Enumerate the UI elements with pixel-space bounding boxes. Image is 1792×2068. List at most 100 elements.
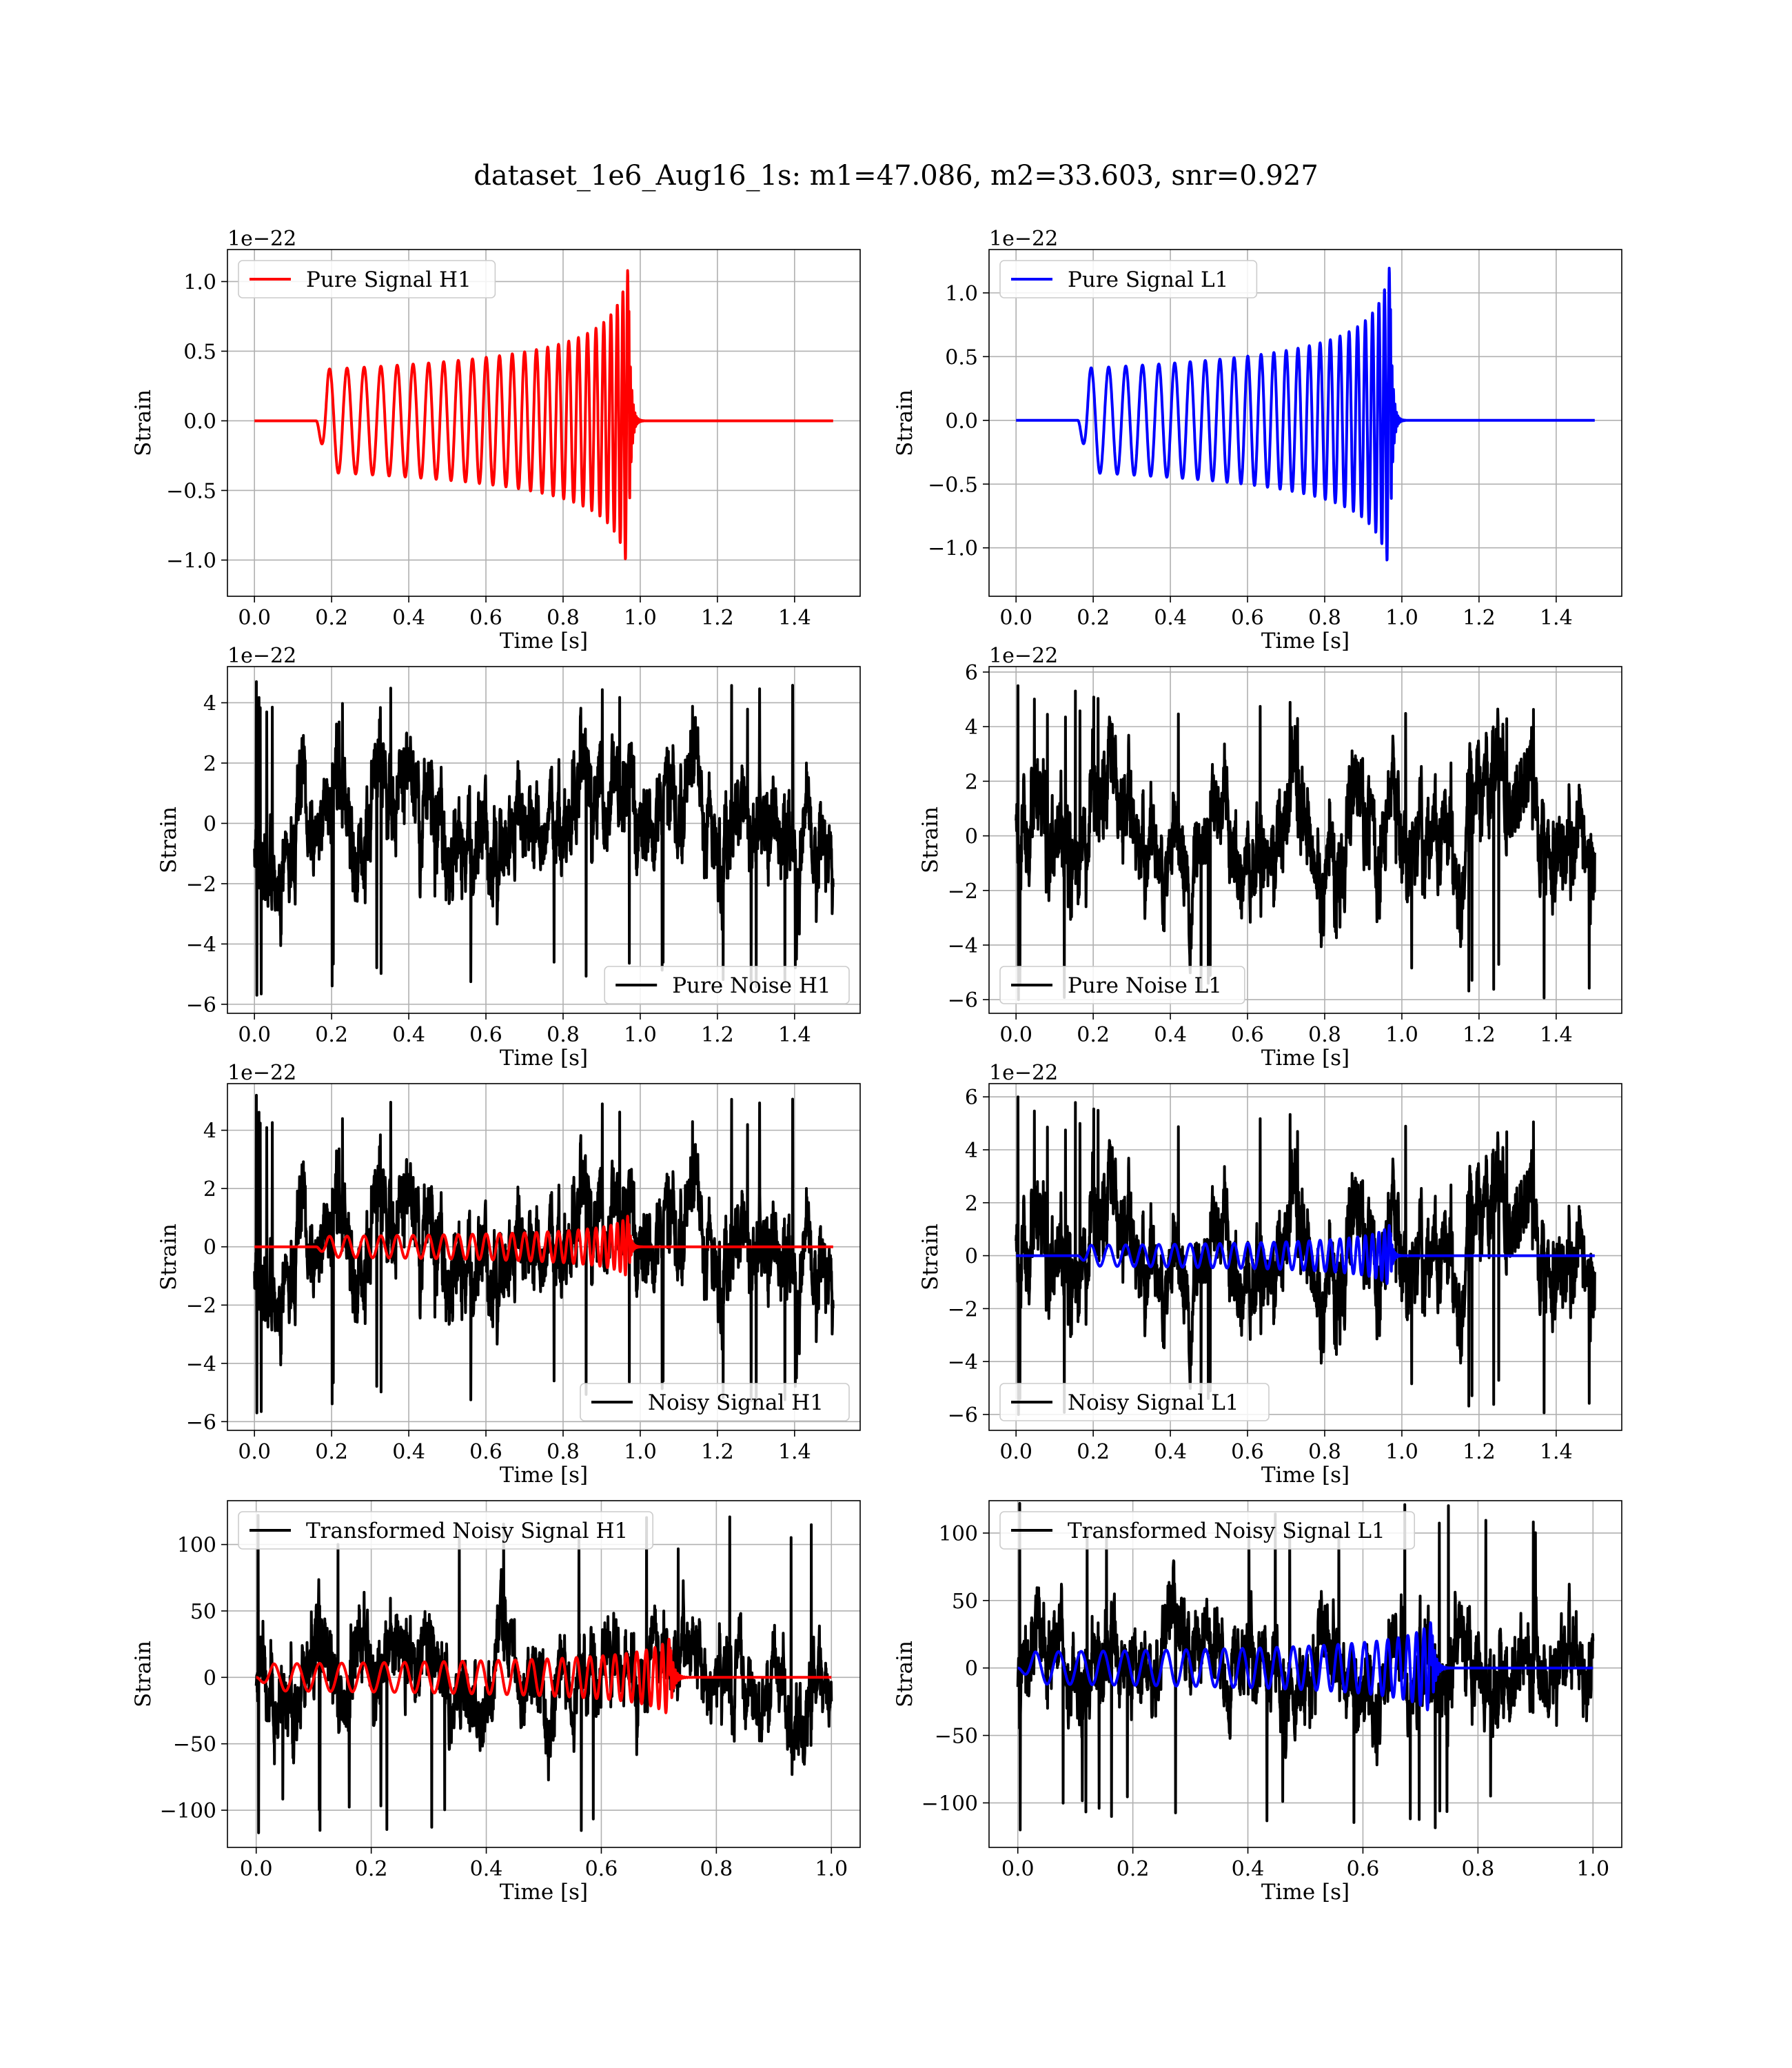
y-tick-label: 2 <box>203 1177 216 1202</box>
x-tick-label: 0.2 <box>315 1440 348 1464</box>
y-tick-label: −6 <box>186 1410 216 1435</box>
legend: Pure Signal H1 <box>238 260 496 298</box>
series-line-overlay-signal <box>1017 1621 1594 1712</box>
legend-box <box>604 966 850 1004</box>
grid <box>989 250 1622 596</box>
x-tick-label: 0.2 <box>1077 606 1110 630</box>
x-tick-label: 1.0 <box>624 1440 657 1464</box>
legend: Noisy Signal H1 <box>580 1383 850 1421</box>
legend-box <box>999 1511 1416 1550</box>
y-tick-label: −0.5 <box>928 473 978 497</box>
x-tick-label: 1.0 <box>624 1023 657 1047</box>
x-axis-label: Time [s] <box>500 1463 588 1488</box>
x-tick-label: 0.8 <box>700 1857 733 1881</box>
series-group <box>253 269 835 560</box>
y-tick-label: −50 <box>173 1733 216 1757</box>
y-tick-label: 100 <box>177 1534 216 1558</box>
series-group <box>253 1093 835 1415</box>
y-tick-label: 4 <box>965 1139 978 1163</box>
series-line-pure-signal-l1 <box>1015 267 1596 562</box>
series-line-transformed-noisy-signal-h1 <box>254 1514 833 1834</box>
series-group <box>1015 1095 1596 1416</box>
x-axis-label: Time [s] <box>500 1046 588 1071</box>
x-tick-label: 0.6 <box>1347 1857 1380 1881</box>
y-axis-label: Strain <box>918 1224 943 1290</box>
series-line-transformed-noisy-signal-l1 <box>1016 1501 1595 1832</box>
y-tick-label: 1.0 <box>945 282 978 306</box>
y-tick-label: 0 <box>965 825 978 849</box>
axes-frame <box>227 1500 861 1848</box>
series-line-pure-noise-h1 <box>253 680 835 997</box>
y-tick-label: −2 <box>948 1297 978 1321</box>
x-tick-label: 1.4 <box>1540 1023 1573 1047</box>
x-tick-label: 0.2 <box>315 606 348 630</box>
legend-label: Pure Noise H1 <box>672 973 831 998</box>
y-tick-label: −4 <box>948 934 978 958</box>
y-axis-label: Strain <box>131 1641 156 1707</box>
axes-frame <box>988 1500 1622 1848</box>
x-tick-label: 0.2 <box>355 1857 388 1881</box>
x-tick-label: 1.4 <box>778 1023 811 1047</box>
y-tick-label: −0.5 <box>166 479 216 503</box>
y-offset-text: 1e−22 <box>989 1061 1058 1085</box>
x-tick-label: 1.0 <box>1385 1440 1418 1464</box>
x-tick-label: 0.8 <box>547 1023 580 1047</box>
y-tick-label: 0.0 <box>945 409 978 434</box>
figure-title: dataset_1e6_Aug16_1s: m1=47.086, m2=33.6… <box>474 160 1318 192</box>
subplot-pure-noise-h1: 0.0 0.2 0.4 0.6 0.8 1.0 1.2 1.4 −6 −4 −2 0 2 4 Time [s… <box>156 644 861 1071</box>
y-tick-label: 0.5 <box>183 340 216 364</box>
x-tick-label: 1.2 <box>701 1023 734 1047</box>
y-tick-label: 50 <box>190 1600 216 1624</box>
x-tick-label: 0.2 <box>1117 1857 1150 1881</box>
y-offset-text: 1e−22 <box>227 227 296 251</box>
x-tick-label: 1.0 <box>624 606 657 630</box>
x-tick-label: 1.4 <box>1540 1440 1573 1464</box>
y-tick-label: 4 <box>203 691 216 716</box>
y-tick-label: 6 <box>965 661 978 685</box>
x-tick-label: 0.4 <box>392 1023 425 1047</box>
y-axis-label: Strain <box>156 807 181 873</box>
y-tick-label: −4 <box>186 1352 216 1377</box>
series-line-pure-noise-l1 <box>1015 684 1596 1002</box>
x-tick-label: 1.2 <box>1463 606 1496 630</box>
legend-label: Transformed Noisy Signal H1 <box>306 1519 628 1543</box>
legend: Pure Noise H1 <box>604 966 850 1004</box>
legend-label: Noisy Signal H1 <box>648 1390 824 1415</box>
y-tick-label: 4 <box>203 1119 216 1144</box>
series-line-overlay-signal <box>1015 1224 1596 1285</box>
y-tick-label: 0.5 <box>945 345 978 369</box>
x-tick-label: 0.0 <box>240 1857 273 1881</box>
series-group <box>1015 684 1596 1002</box>
x-tick-label: 0.2 <box>1077 1440 1110 1464</box>
legend: Transformed Noisy Signal H1 <box>238 1511 654 1550</box>
x-tick-label: 0.6 <box>1231 606 1264 630</box>
legend-label: Pure Noise L1 <box>1068 973 1222 998</box>
y-offset-text: 1e−22 <box>227 1061 296 1085</box>
y-tick-label: −2 <box>948 880 978 904</box>
y-axis-label: Strain <box>893 389 917 456</box>
series-group <box>1016 1501 1595 1832</box>
y-offset-text: 1e−22 <box>989 227 1058 251</box>
x-tick-label: 0.6 <box>469 1440 502 1464</box>
y-tick-label: 100 <box>939 1522 978 1546</box>
x-axis-label: Time [s] <box>1261 1046 1350 1071</box>
legend-box <box>238 260 496 298</box>
x-axis-label: Time [s] <box>1261 1880 1350 1905</box>
x-tick-label: 0.0 <box>1001 1857 1035 1881</box>
x-tick-label: 0.2 <box>1077 1023 1110 1047</box>
axes-frame <box>227 1083 861 1431</box>
x-tick-label: 1.2 <box>701 1440 734 1464</box>
y-tick-label: −2 <box>186 1294 216 1318</box>
x-axis-label: Time [s] <box>1261 1463 1350 1488</box>
subplot-noisy-signal-h1: 0.0 0.2 0.4 0.6 0.8 1.0 1.2 1.4 −6 −4 −2 0 2 4 Time [s… <box>156 1061 861 1488</box>
x-tick-label: 0.0 <box>238 1440 271 1464</box>
x-tick-label: 0.8 <box>1308 606 1341 630</box>
y-axis-label: Strain <box>156 1224 181 1290</box>
x-tick-label: 0.0 <box>999 606 1032 630</box>
x-tick-label: 0.0 <box>999 1440 1032 1464</box>
y-tick-label: −4 <box>948 1350 978 1375</box>
y-tick-label: 0 <box>203 1236 216 1260</box>
x-tick-label: 1.4 <box>778 1440 811 1464</box>
x-tick-label: 1.0 <box>815 1857 848 1881</box>
